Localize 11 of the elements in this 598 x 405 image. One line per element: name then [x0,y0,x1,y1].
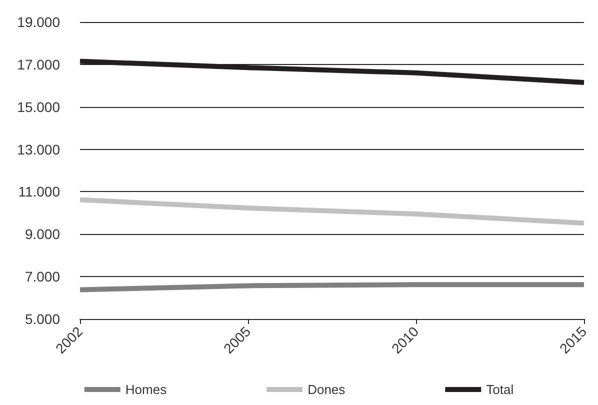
y-tick-label: 13.000 [17,141,60,158]
y-tick-label: 19.000 [17,14,60,30]
y-tick-label: 11.000 [18,184,60,200]
y-tick-label: 7.000 [24,268,60,285]
y-tick-label: 15.000 [17,98,60,115]
legend-label: Dones [308,382,346,397]
legend-label: Homes [125,382,168,397]
y-tick-label: 9.000 [24,226,60,242]
y-tick-label: 17.000 [17,56,60,72]
legend-label: Total [486,382,514,397]
y-tick-label: 5.000 [24,311,60,327]
